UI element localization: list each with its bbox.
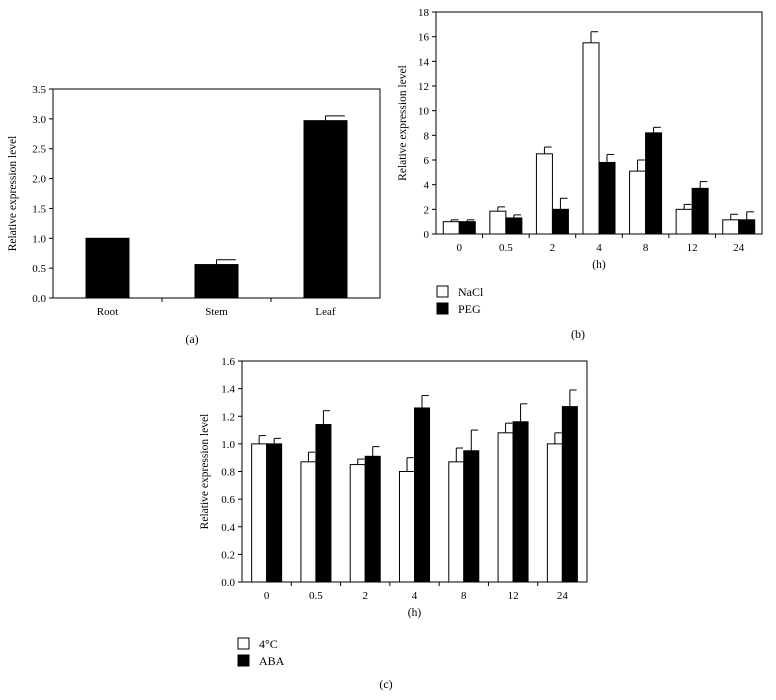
bar-4c	[251, 443, 268, 583]
y-tick-label: 1.2	[221, 411, 235, 423]
y-tick-label: 4	[424, 180, 430, 192]
legend-label: PEG	[458, 302, 481, 316]
bar-peg	[458, 221, 476, 235]
y-tick-label: 0.5	[32, 263, 46, 275]
bar-4c	[349, 464, 366, 583]
bar-aba	[561, 406, 578, 583]
bar-nacl	[489, 210, 507, 235]
bar-nacl	[722, 219, 740, 235]
x-axis-title: (h)	[408, 607, 422, 619]
y-tick-label: 8	[424, 130, 430, 142]
y-tick-label: 2.5	[32, 144, 46, 156]
x-tick-label: 4	[412, 590, 418, 602]
bar-nacl	[535, 153, 553, 235]
x-tick-label: 0.5	[499, 242, 513, 254]
x-tick-label: 24	[733, 242, 745, 254]
bar-nacl	[675, 208, 693, 235]
legend-label: 4°C	[259, 637, 278, 651]
x-tick-label: 0	[457, 242, 463, 254]
y-tick-label: 1.5	[32, 203, 46, 215]
y-tick-label: 2.0	[32, 174, 46, 186]
x-tick-label: 24	[557, 590, 569, 602]
legend-label: NaCl	[458, 285, 484, 299]
bar-aba	[512, 421, 529, 583]
y-tick-label: 3.0	[32, 114, 46, 126]
bar-4c	[497, 432, 514, 583]
chart-panel-a: 0.0 0.5 1.0 1.5 2.0 2.5 3.0 3.5 Root Stem Leaf Rela…	[7, 84, 381, 346]
legend-swatch	[436, 285, 449, 298]
bar-peg	[691, 187, 709, 235]
y-tick-label: 0.0	[32, 293, 46, 305]
x-tick-label: Root	[97, 306, 118, 318]
y-tick-label: 0	[424, 229, 430, 241]
x-tick-label: 0.5	[309, 590, 323, 602]
y-tick-label: 0.4	[221, 522, 235, 534]
bar-value	[194, 264, 239, 299]
bar-nacl	[582, 42, 600, 235]
panel-label: (a)	[185, 332, 198, 346]
y-tick-label: 12	[418, 81, 429, 93]
legend-swatch	[237, 654, 250, 667]
y-tick-label: 1.4	[221, 384, 235, 396]
y-tick-label: 2	[424, 204, 430, 216]
bar-nacl	[442, 221, 460, 235]
bar-aba	[414, 407, 430, 583]
bar-value	[85, 237, 130, 299]
legend-label: ABA	[259, 654, 285, 668]
bar-value	[303, 120, 348, 299]
bar-peg	[551, 208, 569, 235]
y-tick-label: 0.0	[221, 577, 235, 589]
y-axis-title: Relative expression level	[7, 136, 19, 252]
panel-label: (c)	[379, 677, 392, 691]
x-tick-label: Leaf	[315, 306, 335, 318]
legend-swatch	[237, 637, 250, 650]
bar-nacl	[629, 170, 647, 235]
y-tick-label: 3.5	[32, 84, 46, 96]
x-tick-label: Stem	[205, 306, 228, 318]
panel-label: (b)	[571, 327, 585, 341]
y-tick-label: 0.2	[221, 549, 235, 561]
bar-4c	[300, 461, 317, 583]
y-tick-label: 14	[418, 56, 430, 68]
y-tick-label: 10	[418, 106, 430, 118]
bar-4c	[546, 443, 563, 583]
y-tick-label: 0.6	[221, 494, 235, 506]
legend-swatch	[436, 302, 449, 315]
chart-panel-c: 0.00.20.40.60.81.01.21.41.60 0.5 2 4 8 12 24Re…	[199, 356, 588, 691]
y-tick-label: 16	[418, 32, 430, 44]
bar-4c	[448, 461, 465, 583]
bar-peg	[738, 219, 756, 235]
bar-aba	[315, 424, 332, 583]
y-axis-title: Relative expression level	[199, 414, 211, 530]
x-tick-label: 4	[596, 242, 602, 254]
bar-peg	[645, 132, 663, 235]
x-tick-label: 12	[508, 590, 519, 602]
x-tick-label: 2	[550, 242, 556, 254]
x-tick-label: 2	[362, 590, 368, 602]
bar-aba	[463, 450, 480, 583]
bar-4c	[399, 471, 415, 583]
y-tick-label: 0.8	[221, 467, 235, 479]
y-tick-label: 1.0	[32, 233, 46, 245]
y-tick-label: 18	[418, 7, 430, 19]
bar-peg	[505, 217, 523, 235]
x-axis-title: (h)	[592, 259, 606, 271]
bar-aba	[364, 455, 381, 583]
bar-aba	[266, 443, 283, 583]
x-tick-label: 0	[264, 590, 270, 602]
x-tick-label: 8	[461, 590, 467, 602]
y-axis-title: Relative expression level	[397, 65, 409, 181]
y-tick-label: 1.6	[221, 356, 235, 368]
x-tick-label: 12	[687, 242, 698, 254]
x-tick-label: 8	[643, 242, 649, 254]
y-tick-label: 6	[424, 155, 430, 167]
y-tick-label: 1.0	[221, 439, 235, 451]
bar-peg	[598, 161, 616, 235]
